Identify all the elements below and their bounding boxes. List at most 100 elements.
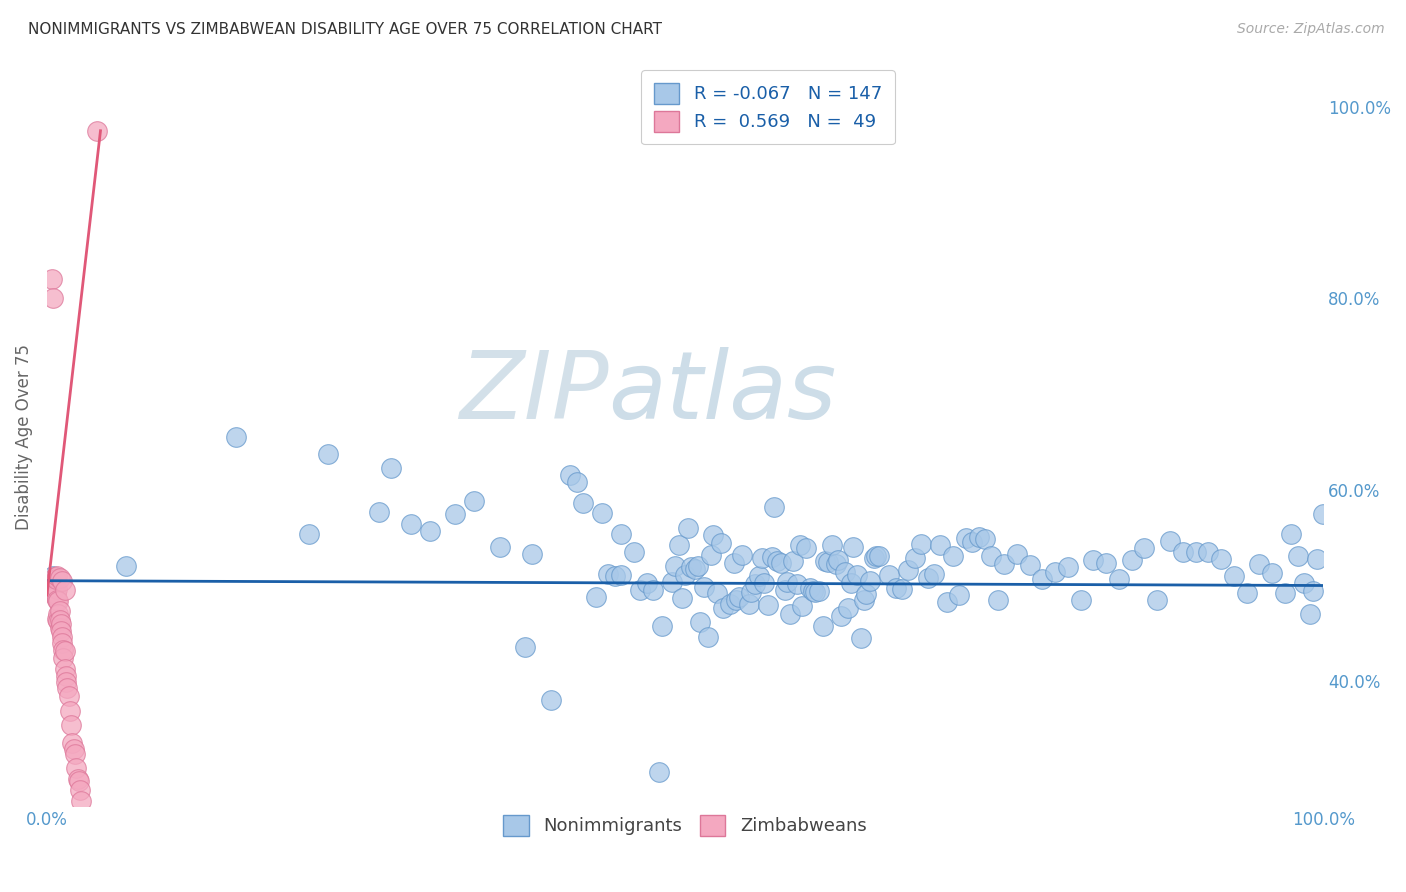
Point	[48, 594, 70, 608]
Point	[1286, 549, 1309, 563]
Point	[697, 630, 720, 644]
Text: atlas: atlas	[609, 347, 837, 438]
Point	[69, 783, 91, 797]
Point	[852, 593, 875, 607]
Point	[86, 124, 108, 138]
Point	[837, 600, 859, 615]
Point	[444, 507, 467, 521]
Point	[859, 574, 882, 589]
Point	[42, 569, 65, 583]
Point	[1043, 565, 1066, 579]
Point	[1083, 552, 1105, 566]
Point	[834, 565, 856, 579]
Point	[814, 554, 837, 568]
Point	[723, 556, 745, 570]
Point	[419, 524, 441, 538]
Point	[591, 507, 613, 521]
Point	[683, 562, 706, 576]
Point	[515, 640, 537, 655]
Point	[671, 591, 693, 605]
Point	[1057, 559, 1080, 574]
Point	[1292, 576, 1315, 591]
Point	[572, 496, 595, 510]
Point	[686, 558, 709, 573]
Point	[648, 765, 671, 780]
Point	[52, 650, 75, 665]
Point	[744, 576, 766, 591]
Point	[763, 500, 786, 515]
Point	[636, 576, 658, 591]
Point	[60, 718, 83, 732]
Point	[1302, 584, 1324, 599]
Point	[67, 774, 90, 789]
Point	[842, 541, 865, 555]
Point	[1108, 572, 1130, 586]
Point	[794, 541, 817, 555]
Point	[51, 636, 73, 650]
Point	[41, 272, 63, 286]
Point	[804, 585, 827, 599]
Point	[710, 536, 733, 550]
Point	[681, 559, 703, 574]
Point	[849, 632, 872, 646]
Point	[827, 553, 849, 567]
Point	[1070, 593, 1092, 607]
Point	[731, 548, 754, 562]
Point	[773, 582, 796, 597]
Point	[801, 583, 824, 598]
Point	[748, 569, 770, 583]
Point	[1159, 533, 1181, 548]
Point	[955, 531, 977, 545]
Point	[1197, 545, 1219, 559]
Point	[711, 600, 734, 615]
Point	[63, 747, 86, 761]
Point	[51, 574, 73, 588]
Point	[585, 591, 607, 605]
Point	[59, 704, 82, 718]
Point	[643, 583, 665, 598]
Point	[789, 538, 811, 552]
Point	[70, 794, 93, 808]
Point	[46, 612, 69, 626]
Point	[910, 536, 932, 550]
Y-axis label: Disability Age Over 75: Disability Age Over 75	[15, 344, 32, 530]
Point	[42, 584, 65, 599]
Point	[727, 591, 749, 605]
Point	[699, 549, 721, 563]
Point	[929, 538, 952, 552]
Point	[897, 563, 920, 577]
Point	[1236, 586, 1258, 600]
Point	[520, 547, 543, 561]
Point	[738, 597, 761, 611]
Point	[610, 568, 633, 582]
Point	[45, 572, 67, 586]
Point	[792, 599, 814, 613]
Point	[46, 593, 69, 607]
Point	[51, 630, 73, 644]
Point	[367, 505, 389, 519]
Point	[48, 614, 70, 628]
Point	[628, 582, 651, 597]
Point	[45, 589, 67, 603]
Point	[44, 570, 66, 584]
Point	[560, 467, 582, 482]
Legend: Nonimmigrants, Zimbabweans: Nonimmigrants, Zimbabweans	[495, 805, 876, 845]
Point	[689, 615, 711, 629]
Point	[48, 621, 70, 635]
Point	[1184, 545, 1206, 559]
Point	[58, 689, 80, 703]
Point	[610, 527, 633, 541]
Point	[811, 619, 834, 633]
Point	[891, 582, 914, 597]
Point	[1312, 507, 1334, 521]
Point	[62, 735, 84, 749]
Point	[48, 604, 70, 618]
Point	[48, 571, 70, 585]
Point	[751, 551, 773, 566]
Point	[706, 586, 728, 600]
Point	[702, 528, 724, 542]
Point	[1018, 558, 1040, 572]
Point	[676, 521, 699, 535]
Point	[44, 589, 66, 603]
Point	[42, 291, 65, 305]
